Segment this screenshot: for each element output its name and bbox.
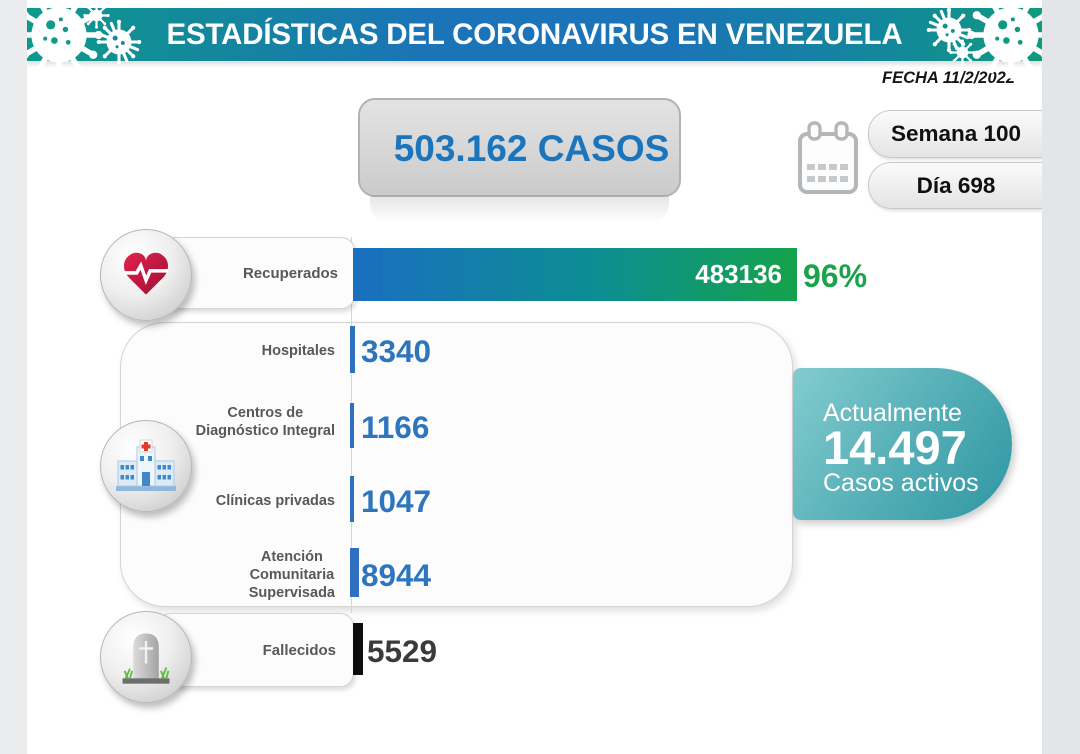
bar-hospitales (350, 326, 355, 373)
hospital-badge (100, 420, 192, 512)
recovered-percent: 96% (803, 258, 868, 294)
week-pill: Semana 100 (868, 110, 1043, 158)
week-label: Semana 100 (890, 121, 1022, 146)
value-hospitales: 3340 (361, 333, 432, 369)
total-cases-box: 503.162 CASOS (358, 98, 681, 223)
header-banner: ESTADÍSTICAS DEL CORONAVIRUS EN VENEZUEL… (15, 0, 1055, 79)
bar-fallecidos (353, 623, 363, 675)
recovered-bar: 483136 (353, 248, 797, 301)
active-value: 14.497 (823, 421, 967, 474)
facility-label-cdi: Centros de Diagnóstico Integral (195, 405, 335, 439)
tombstone-icon (122, 633, 170, 684)
virus-icon (949, 39, 976, 66)
recovered-badge (100, 229, 192, 321)
deaths-badge (100, 611, 192, 703)
date-label: FECHA 11/2/2022 (882, 69, 1015, 87)
recovered-value: 483136 (695, 259, 782, 289)
virus-icon (96, 19, 142, 65)
left-margin (0, 0, 27, 754)
virus-icon (926, 7, 972, 53)
page-title: ESTADÍSTICAS DEL CORONAVIRUS EN VENEZUEL… (166, 18, 903, 51)
recovered-label: Recuperados (242, 264, 338, 282)
facility-label-hospitales: Hospitales (261, 343, 335, 359)
bar-cdi (350, 403, 354, 448)
deaths-label: Fallecidos (262, 641, 336, 659)
bar-acs (350, 548, 359, 597)
hospital-icon (116, 439, 176, 491)
facility-label-acs: Atención Comunitaria Supervisada (248, 549, 335, 601)
right-margin (1042, 0, 1080, 754)
day-label: Día 698 (916, 173, 996, 198)
value-cdi: 1166 (361, 409, 430, 445)
active-subtitle: Casos activos (823, 469, 979, 497)
active-cases-box: Actualmente 14.497 Casos activos (793, 368, 1012, 520)
deaths-value: 5529 (367, 633, 438, 669)
virus-icon (83, 2, 110, 29)
total-cases-value: 503.162 CASOS (393, 128, 670, 169)
facilities-panel (120, 322, 793, 607)
facility-label-clinicas: Clínicas privadas (215, 493, 335, 509)
day-pill: Día 698 (868, 162, 1043, 209)
value-acs: 8944 (361, 557, 432, 593)
bar-clinicas (350, 476, 354, 522)
heart-icon (123, 252, 169, 295)
virus-icon (967, 0, 1055, 79)
active-title: Actualmente (823, 399, 962, 427)
calendar-icon (798, 121, 858, 194)
value-clinicas: 1047 (361, 483, 432, 519)
